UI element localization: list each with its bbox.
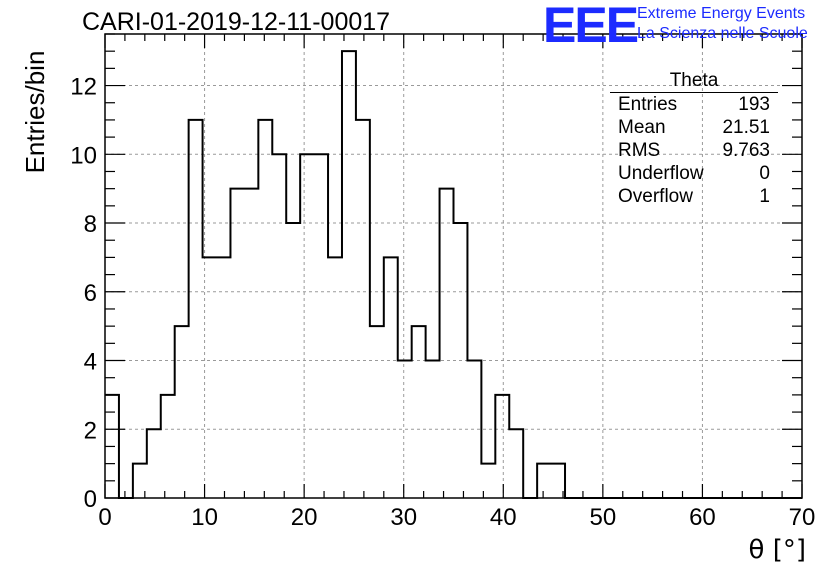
histogram-bin: [147, 429, 161, 498]
stats-row-entries: Entries 193: [610, 93, 778, 116]
x-tick-label: 40: [490, 504, 517, 531]
y-tick-label: 10: [70, 142, 97, 169]
histogram-bin: [537, 464, 551, 498]
histogram-bin: [217, 257, 231, 498]
histogram-bin: [412, 326, 426, 498]
logo-line-1: Extreme Energy Events: [637, 5, 806, 22]
x-axis-label: θ [°]: [748, 535, 806, 565]
histogram-bin: [356, 120, 370, 498]
stats-label: Mean: [618, 117, 666, 138]
stats-label: Underflow: [618, 163, 704, 184]
stats-value: 0: [759, 163, 770, 184]
y-tick-label: 2: [84, 417, 97, 444]
histogram-bin: [370, 326, 384, 498]
histogram-bin: [230, 189, 244, 498]
histogram-bin: [495, 395, 509, 498]
y-tick-label: 0: [84, 486, 97, 513]
chart-title: CARI-01-2019-12-11-00017: [82, 8, 391, 36]
histogram-bin: [244, 189, 258, 498]
plot-frame: [104, 33, 803, 499]
stats-row-mean: Mean 21.51: [610, 116, 778, 139]
histogram-bin: [189, 120, 203, 498]
stats-value: 21.51: [722, 117, 770, 138]
stats-value: 193: [738, 94, 770, 115]
stats-value: 9.763: [722, 140, 770, 161]
x-tick-label: 20: [291, 504, 318, 531]
stats-label: Entries: [618, 94, 678, 115]
histogram-bin: [300, 154, 314, 498]
x-tick-label: 0: [98, 504, 111, 531]
y-tick-label: 8: [84, 211, 97, 238]
y-tick-label: 12: [70, 74, 97, 101]
histogram-bin: [328, 257, 342, 498]
histogram-bin: [161, 395, 175, 498]
stats-box: Theta Entries 193 Mean 21.51 RMS 9.763 U…: [610, 70, 778, 208]
x-tick-label: 70: [789, 504, 816, 531]
x-tick-label: 50: [590, 504, 617, 531]
histogram-bin: [175, 326, 189, 498]
stats-row-overflow: Overflow 1: [610, 185, 778, 208]
histogram-bin: [384, 257, 398, 498]
logo-line-2: La Scienza nelle Scuole: [637, 25, 808, 42]
eee-logo: EEE: [543, 0, 639, 53]
histogram-bin: [342, 51, 356, 498]
y-tick-label: 6: [84, 280, 97, 307]
stats-title: Theta: [610, 70, 778, 93]
stats-label: Overflow: [618, 186, 693, 207]
histogram-bin: [440, 189, 454, 498]
stats-value: 1: [759, 186, 770, 207]
histogram-bin: [258, 120, 272, 498]
histogram-bin: [509, 429, 523, 498]
x-tick-label: 10: [191, 504, 218, 531]
stats-label: RMS: [618, 140, 661, 161]
histogram-bin: [272, 154, 286, 498]
stats-row-underflow: Underflow 0: [610, 162, 778, 185]
histogram-bin: [314, 154, 328, 498]
stats-row-rms: RMS 9.763: [610, 139, 778, 162]
logo-caption: Extreme Energy Events La Scienza nelle S…: [637, 4, 808, 44]
y-tick-label: 4: [84, 349, 97, 376]
x-tick-label: 60: [689, 504, 716, 531]
y-axis-label: Entries/bin: [20, 50, 50, 174]
x-tick-label: 30: [390, 504, 417, 531]
